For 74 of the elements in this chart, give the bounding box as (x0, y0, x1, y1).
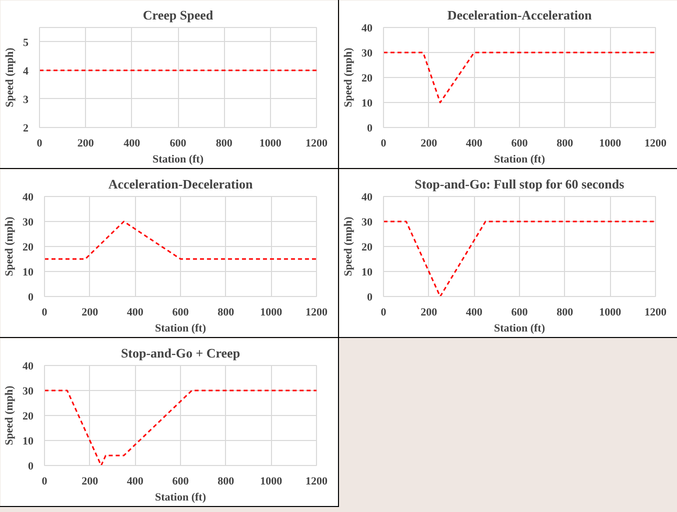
chart-title: Stop-and-Go: Full stop for 60 seconds (414, 176, 624, 192)
x-axis-title: Station (ft) (154, 492, 206, 504)
chart-title: Creep Speed (142, 8, 214, 22)
x-tick-label: 400 (126, 306, 144, 318)
y-tick-label: 4 (23, 65, 29, 78)
y-axis-title: Speed (mph) (4, 47, 16, 108)
x-tick-label: 1200 (306, 306, 328, 318)
x-tick-label: 800 (216, 138, 233, 150)
x-tick-label: 200 (82, 306, 99, 318)
y-tick-label: 30 (362, 48, 373, 60)
y-tick-label: 10 (22, 266, 34, 278)
y-tick-label: 40 (362, 22, 373, 34)
y-axis-title: Speed (mph) (342, 47, 354, 108)
y-tick-label: 0 (367, 122, 373, 134)
chart-title: Acceleration-Deceleration (108, 176, 254, 192)
x-tick-label: 400 (126, 476, 144, 488)
x-tick-label: 1200 (306, 476, 328, 488)
y-tick-label: 10 (362, 266, 373, 278)
x-tick-label: 1000 (259, 138, 282, 150)
chart-title: Deceleration-Acceleration (447, 8, 592, 22)
y-axis-title: Speed (mph) (4, 385, 16, 446)
x-tick-label: 1000 (599, 306, 622, 318)
y-tick-label: 0 (28, 292, 34, 304)
y-axis-title: Speed (mph) (4, 216, 16, 276)
x-tick-label: 400 (124, 138, 141, 150)
x-axis-title: Station (ft) (152, 154, 204, 166)
x-tick-label: 200 (420, 138, 438, 150)
x-tick-label: 1000 (260, 476, 283, 488)
x-axis-title: Station (ft) (494, 322, 546, 334)
x-tick-label: 600 (511, 138, 528, 150)
x-tick-label: 200 (420, 306, 438, 318)
x-tick-label: 400 (466, 306, 483, 318)
x-tick-label: 1000 (260, 306, 283, 318)
x-tick-label: 400 (466, 138, 483, 150)
y-tick-label: 10 (22, 436, 34, 448)
x-tick-label: 1200 (644, 138, 667, 150)
x-tick-label: 800 (218, 306, 235, 318)
y-tick-label: 0 (367, 292, 373, 304)
y-tick-label: 20 (362, 72, 373, 84)
x-tick-label: 0 (42, 306, 48, 318)
y-tick-label: 5 (23, 36, 29, 49)
x-tick-label: 600 (172, 476, 190, 488)
x-axis-title: Station (ft) (494, 154, 546, 166)
y-tick-label: 10 (362, 98, 373, 110)
x-tick-label: 800 (556, 138, 574, 150)
x-tick-label: 800 (218, 476, 235, 488)
x-tick-label: 0 (36, 138, 43, 150)
x-tick-label: 800 (556, 306, 574, 318)
y-axis-title: Speed (mph) (342, 216, 354, 276)
x-tick-label: 600 (511, 306, 528, 318)
y-tick-label: 0 (28, 460, 34, 472)
y-tick-label: 30 (22, 386, 34, 398)
x-tick-label: 0 (380, 138, 387, 150)
x-tick-label: 0 (380, 306, 387, 318)
x-axis-title: Station (ft) (154, 322, 206, 334)
x-tick-label: 200 (77, 138, 94, 150)
x-tick-label: 1200 (306, 138, 328, 150)
y-tick-label: 20 (362, 242, 373, 254)
y-tick-label: 30 (362, 216, 373, 228)
y-tick-label: 40 (22, 360, 34, 372)
y-tick-label: 20 (22, 242, 34, 254)
x-tick-label: 1200 (644, 306, 667, 318)
y-tick-label: 40 (22, 192, 34, 204)
x-tick-label: 600 (170, 138, 187, 150)
x-tick-label: 200 (82, 476, 99, 488)
chart-title: Stop-and-Go + Creep (120, 346, 240, 360)
y-tick-label: 3 (23, 94, 29, 106)
x-tick-label: 0 (42, 476, 48, 488)
x-tick-label: 600 (172, 306, 190, 318)
y-tick-label: 20 (22, 410, 34, 422)
x-tick-label: 1000 (599, 138, 622, 150)
y-tick-label: 40 (362, 192, 373, 204)
y-tick-label: 2 (23, 122, 29, 134)
y-tick-label: 30 (22, 216, 34, 228)
